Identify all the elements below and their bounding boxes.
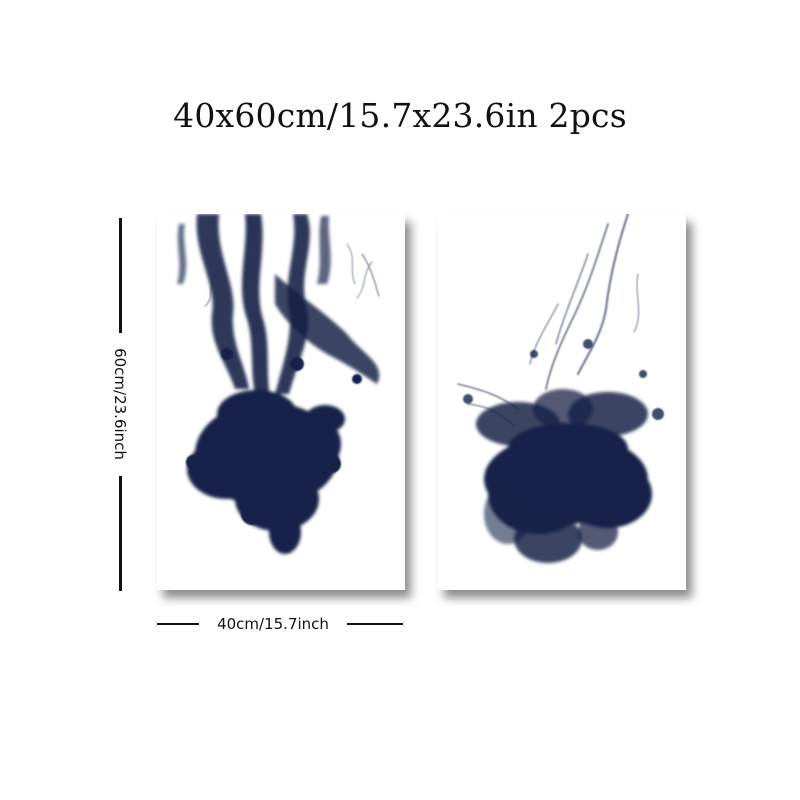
canvas-panel-right	[438, 214, 686, 590]
height-dimension-line-top	[119, 218, 122, 333]
size-headline: 40x60cm/15.7x23.6in 2pcs	[173, 96, 627, 135]
ink-smoke-right-artwork	[457, 214, 664, 563]
canvas-panel-left	[157, 214, 405, 590]
width-dimension-label: 40cm/15.7inch	[217, 615, 329, 633]
width-dimension-line-left	[157, 623, 199, 625]
width-dimension-line-right	[347, 623, 403, 625]
ink-smoke-left-artwork	[177, 214, 380, 554]
height-dimension-line-bottom	[119, 476, 122, 591]
height-dimension-label: 60cm/23.6inch	[111, 348, 129, 460]
